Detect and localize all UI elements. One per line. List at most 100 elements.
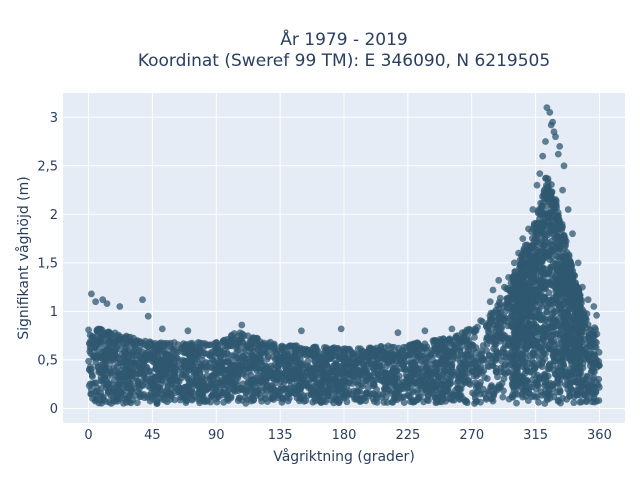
data-point	[591, 368, 598, 376]
data-point	[239, 348, 247, 356]
data-point	[336, 352, 343, 359]
data-point	[485, 319, 493, 327]
outlier-point	[139, 296, 146, 304]
data-point	[277, 343, 285, 351]
data-point	[564, 308, 571, 315]
data-point	[307, 366, 315, 373]
data-point	[522, 382, 530, 390]
data-point	[239, 385, 247, 393]
data-point	[559, 254, 567, 262]
data-point	[339, 367, 347, 374]
x-tick-label: 180	[332, 428, 357, 443]
data-point	[399, 378, 406, 386]
data-point	[438, 355, 445, 363]
outlier-point	[103, 300, 111, 307]
data-point	[225, 365, 233, 373]
data-point	[522, 365, 529, 372]
data-point	[263, 349, 271, 356]
data-point	[456, 364, 463, 371]
data-point	[346, 371, 353, 378]
data-point	[120, 354, 127, 362]
outlier-point	[184, 327, 192, 335]
data-point	[522, 393, 529, 400]
data-point	[145, 340, 153, 347]
data-point	[490, 389, 498, 397]
data-point	[341, 346, 349, 354]
data-point	[123, 394, 131, 402]
scatter-points	[85, 104, 603, 407]
data-point	[543, 394, 551, 402]
data-point	[556, 219, 563, 227]
data-point	[111, 335, 118, 343]
data-point	[433, 347, 441, 355]
data-point	[455, 384, 462, 392]
data-point	[527, 256, 534, 263]
data-point	[138, 391, 146, 399]
data-point	[500, 353, 507, 360]
data-point	[335, 346, 343, 354]
data-point	[583, 310, 591, 318]
data-point	[590, 383, 598, 391]
data-point	[114, 397, 121, 405]
data-point	[85, 326, 92, 334]
data-point	[571, 393, 578, 401]
data-point	[224, 397, 232, 404]
data-point	[144, 394, 151, 401]
data-point	[553, 260, 561, 268]
data-point	[297, 389, 304, 397]
data-point	[547, 323, 554, 331]
data-point	[277, 387, 285, 395]
data-point	[388, 343, 396, 351]
data-point	[436, 336, 444, 343]
data-point	[456, 337, 464, 345]
data-point	[87, 363, 94, 371]
data-point	[460, 332, 468, 340]
data-point	[583, 372, 590, 380]
data-point	[120, 340, 128, 348]
data-point	[530, 272, 537, 280]
data-point	[542, 284, 550, 292]
data-point	[508, 311, 516, 319]
data-point	[530, 266, 538, 274]
data-point	[511, 292, 518, 299]
data-point	[127, 379, 134, 387]
data-point	[383, 399, 391, 406]
data-point	[452, 332, 460, 340]
chart-title-line-2: Koordinat (Sweref 99 TM): E 346090, N 62…	[138, 51, 550, 71]
outlier-point	[92, 298, 99, 306]
data-point	[538, 392, 545, 399]
data-point	[330, 373, 338, 381]
data-point	[138, 353, 146, 361]
data-point	[464, 352, 472, 360]
data-point	[394, 349, 401, 356]
outlier-point	[574, 259, 582, 267]
data-point	[497, 319, 505, 327]
data-point	[151, 381, 159, 389]
data-point	[189, 380, 197, 388]
outlier-point	[552, 133, 559, 141]
outlier-point	[533, 181, 541, 189]
x-tick-label: 315	[523, 428, 548, 443]
data-point	[498, 325, 505, 333]
data-point	[169, 375, 177, 383]
data-point	[537, 301, 545, 308]
data-point	[439, 371, 447, 379]
data-point	[530, 337, 538, 345]
outlier-point	[529, 206, 537, 213]
data-point	[427, 374, 434, 382]
outlier-point	[421, 327, 429, 335]
data-point	[565, 253, 573, 260]
outlier-point	[486, 298, 494, 306]
data-point	[501, 341, 509, 349]
data-point	[288, 389, 295, 396]
data-point	[267, 368, 275, 376]
data-point	[412, 365, 420, 372]
data-point	[559, 294, 567, 302]
data-point	[555, 396, 562, 404]
data-point	[531, 278, 539, 286]
data-point	[567, 261, 574, 269]
data-point	[204, 350, 212, 358]
data-point	[472, 327, 480, 334]
data-point	[260, 375, 268, 383]
data-point	[464, 370, 471, 378]
